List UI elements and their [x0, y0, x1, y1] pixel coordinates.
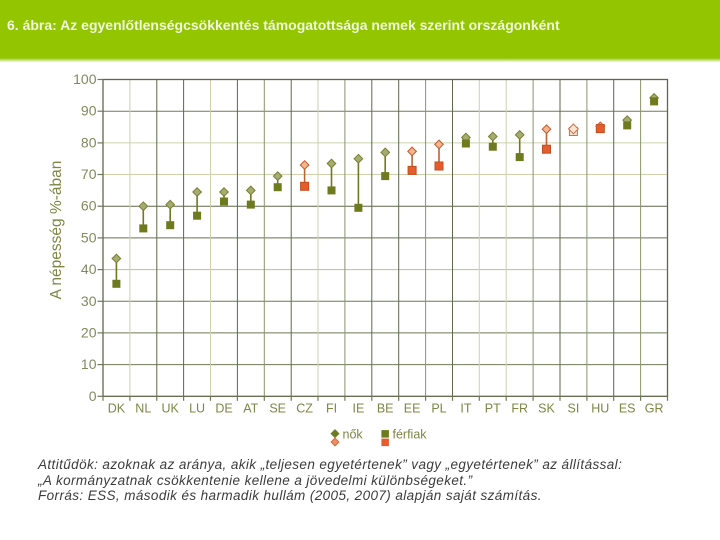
- svg-text:LU: LU: [189, 402, 205, 416]
- svg-text:FR: FR: [511, 402, 528, 416]
- svg-text:30: 30: [81, 293, 97, 309]
- svg-text:PL: PL: [431, 402, 446, 416]
- svg-text:nők: nők: [343, 428, 364, 442]
- svg-text:IE: IE: [352, 402, 364, 416]
- svg-text:BE: BE: [377, 402, 394, 416]
- svg-text:10: 10: [81, 356, 97, 372]
- svg-text:60: 60: [81, 198, 97, 214]
- svg-text:UK: UK: [162, 402, 180, 416]
- svg-text:GR: GR: [645, 402, 664, 416]
- svg-text:40: 40: [81, 261, 97, 277]
- svg-text:FI: FI: [326, 402, 337, 416]
- svg-text:A népesség %-ában: A népesség %-ában: [48, 161, 65, 300]
- svg-text:0: 0: [89, 388, 97, 404]
- svg-text:100: 100: [73, 71, 97, 87]
- svg-text:SE: SE: [269, 402, 286, 416]
- svg-text:80: 80: [81, 134, 97, 150]
- svg-text:DK: DK: [108, 402, 126, 416]
- svg-text:HU: HU: [591, 402, 609, 416]
- svg-text:CZ: CZ: [296, 402, 313, 416]
- svg-text:SK: SK: [538, 402, 555, 416]
- svg-text:férfiak: férfiak: [393, 428, 428, 442]
- svg-text:90: 90: [81, 103, 97, 119]
- svg-text:ES: ES: [619, 402, 636, 416]
- svg-text:20: 20: [81, 324, 97, 340]
- svg-text:50: 50: [81, 229, 97, 245]
- svg-text:AT: AT: [243, 402, 258, 416]
- svg-text:DE: DE: [215, 402, 232, 416]
- svg-text:EE: EE: [404, 402, 421, 416]
- svg-text:70: 70: [81, 166, 97, 182]
- svg-text:SI: SI: [567, 402, 579, 416]
- svg-text:NL: NL: [135, 402, 151, 416]
- svg-text:IT: IT: [460, 402, 471, 416]
- svg-text:PT: PT: [485, 402, 501, 416]
